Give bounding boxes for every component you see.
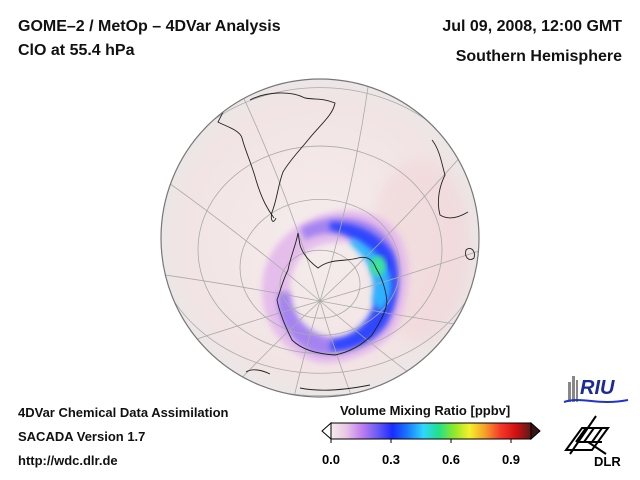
colorbar-gradient	[330, 422, 532, 440]
vortex-peak	[350, 238, 392, 312]
latitude-circle	[161, 87, 479, 374]
coastline-australia	[299, 384, 371, 391]
riu-logo: RIU	[563, 376, 629, 403]
latitude-circle	[239, 198, 401, 336]
meridian-line	[319, 79, 384, 302]
colorbar-tick-label: 0.3	[382, 452, 400, 467]
colorbar-tick-label: 0.0	[322, 452, 340, 467]
dlr-logo-wing	[569, 415, 597, 455]
dlr-logo: DLR	[564, 415, 621, 469]
colorbar-extend-max	[530, 421, 541, 441]
coastline-south-america	[217, 92, 336, 222]
meridian-line	[161, 300, 321, 397]
colorbar-extend-min	[321, 421, 332, 441]
coastline-madagascar	[465, 247, 475, 261]
vortex-core	[330, 222, 398, 351]
meridian-line	[319, 300, 474, 397]
latitude-circle	[161, 79, 479, 397]
datetime-label: Jul 09, 2008, 12:00 GMT	[442, 18, 622, 35]
title-line-2: ClO at 55.4 hPa	[18, 42, 135, 59]
footer-line-2: SACADA Version 1.7	[18, 429, 146, 444]
meridian-line	[319, 300, 479, 358]
dlr-logo-text: DLR	[594, 454, 621, 469]
meridian-line	[319, 79, 479, 302]
meridian-line	[166, 79, 321, 302]
colorbar-tick-label: 0.6	[442, 452, 460, 467]
title-line-1: GOME–2 / MetOp – 4DVar Analysis	[18, 18, 281, 35]
meridian-line	[256, 300, 321, 397]
meridian-line	[161, 300, 321, 397]
meridian-line	[319, 162, 479, 302]
coastline-antarctica	[276, 232, 388, 356]
latitude-circle	[279, 249, 361, 319]
meridian-line	[319, 300, 479, 397]
coastline-africa	[431, 139, 469, 219]
clo-vortex	[262, 210, 409, 364]
footer-line-1: 4DVar Chemical Data Assimilation	[18, 405, 229, 420]
coastlines	[217, 92, 475, 391]
meridian-line	[161, 244, 321, 302]
vortex-maximum	[370, 256, 386, 276]
coastline-new-zealand	[245, 369, 271, 375]
colorbar-tick-label: 0.9	[502, 452, 520, 467]
footer-url[interactable]: http://wdc.dlr.de	[18, 453, 118, 468]
colorbar-title: Volume Mixing Ratio [ppbv]	[340, 403, 511, 418]
region-label: Southern Hemisphere	[455, 48, 622, 65]
globe-outline	[160, 78, 480, 398]
riu-logo-text: RIU	[580, 377, 615, 399]
